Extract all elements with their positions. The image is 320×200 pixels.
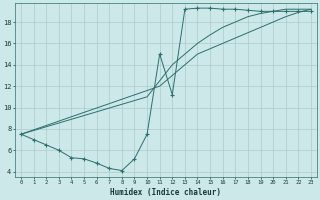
X-axis label: Humidex (Indice chaleur): Humidex (Indice chaleur) <box>110 188 221 197</box>
